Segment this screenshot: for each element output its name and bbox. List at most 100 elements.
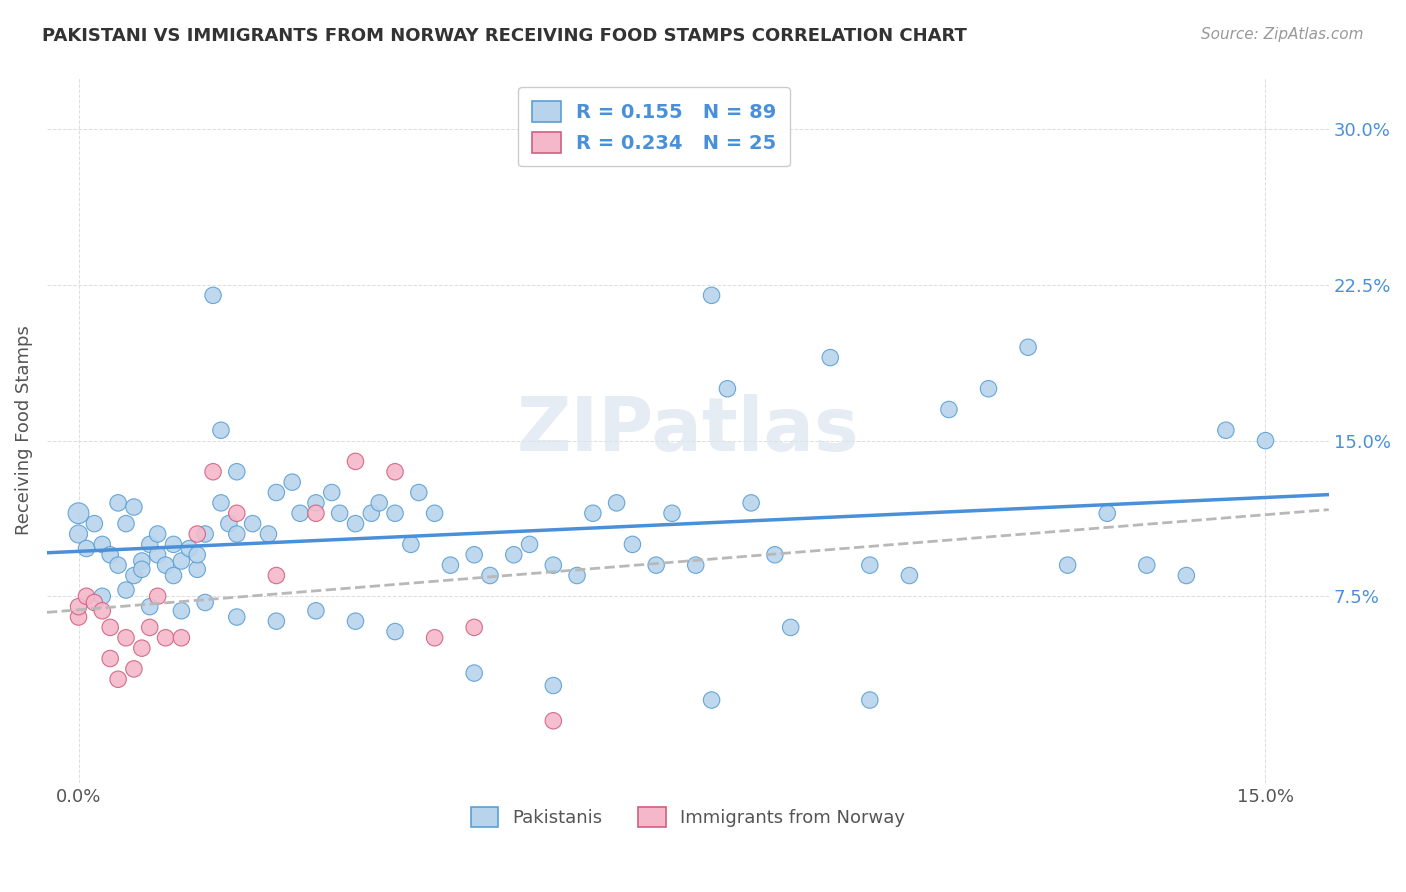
- Point: [344, 516, 367, 531]
- Point: [209, 423, 232, 437]
- Point: [685, 558, 707, 573]
- Point: [1136, 558, 1159, 573]
- Point: [463, 548, 485, 562]
- Point: [543, 558, 565, 573]
- Point: [859, 693, 882, 707]
- Point: [700, 693, 723, 707]
- Point: [859, 558, 882, 573]
- Point: [122, 568, 145, 582]
- Y-axis label: Receiving Food Stamps: Receiving Food Stamps: [15, 326, 32, 535]
- Point: [543, 714, 565, 728]
- Point: [170, 604, 193, 618]
- Point: [305, 506, 328, 520]
- Point: [423, 506, 446, 520]
- Point: [242, 516, 264, 531]
- Point: [67, 506, 90, 520]
- Point: [543, 679, 565, 693]
- Point: [519, 537, 541, 551]
- Point: [67, 610, 90, 624]
- Point: [186, 527, 208, 541]
- Point: [779, 620, 801, 634]
- Point: [399, 537, 422, 551]
- Point: [202, 288, 225, 302]
- Point: [98, 620, 121, 634]
- Point: [98, 548, 121, 562]
- Point: [91, 604, 114, 618]
- Point: [344, 454, 367, 468]
- Point: [194, 595, 217, 609]
- Point: [820, 351, 842, 365]
- Point: [384, 465, 406, 479]
- Point: [83, 516, 105, 531]
- Point: [423, 631, 446, 645]
- Point: [1215, 423, 1237, 437]
- Point: [439, 558, 461, 573]
- Point: [146, 548, 169, 562]
- Text: PAKISTANI VS IMMIGRANTS FROM NORWAY RECEIVING FOOD STAMPS CORRELATION CHART: PAKISTANI VS IMMIGRANTS FROM NORWAY RECE…: [42, 27, 967, 45]
- Point: [225, 506, 247, 520]
- Point: [606, 496, 628, 510]
- Point: [977, 382, 1000, 396]
- Point: [122, 662, 145, 676]
- Point: [740, 496, 762, 510]
- Point: [384, 506, 406, 520]
- Point: [139, 620, 162, 634]
- Point: [139, 599, 162, 614]
- Point: [502, 548, 524, 562]
- Point: [139, 537, 162, 551]
- Point: [75, 589, 97, 603]
- Point: [1254, 434, 1277, 448]
- Point: [115, 516, 138, 531]
- Text: ZIPatlas: ZIPatlas: [516, 393, 859, 467]
- Point: [565, 568, 588, 582]
- Point: [155, 558, 177, 573]
- Point: [186, 548, 208, 562]
- Point: [281, 475, 304, 490]
- Point: [131, 562, 153, 576]
- Point: [225, 465, 247, 479]
- Point: [98, 651, 121, 665]
- Point: [115, 631, 138, 645]
- Point: [170, 631, 193, 645]
- Point: [700, 288, 723, 302]
- Point: [1175, 568, 1198, 582]
- Point: [321, 485, 343, 500]
- Point: [408, 485, 430, 500]
- Point: [75, 541, 97, 556]
- Point: [305, 604, 328, 618]
- Point: [266, 614, 288, 628]
- Text: Source: ZipAtlas.com: Source: ZipAtlas.com: [1201, 27, 1364, 42]
- Point: [266, 568, 288, 582]
- Point: [661, 506, 683, 520]
- Point: [329, 506, 352, 520]
- Point: [763, 548, 786, 562]
- Point: [122, 500, 145, 514]
- Point: [266, 485, 288, 500]
- Point: [83, 595, 105, 609]
- Point: [155, 631, 177, 645]
- Point: [360, 506, 382, 520]
- Point: [1017, 340, 1039, 354]
- Point: [170, 554, 193, 568]
- Point: [368, 496, 391, 510]
- Point: [146, 527, 169, 541]
- Point: [1095, 506, 1118, 520]
- Point: [582, 506, 605, 520]
- Point: [91, 537, 114, 551]
- Point: [202, 465, 225, 479]
- Point: [621, 537, 644, 551]
- Point: [179, 541, 201, 556]
- Point: [288, 506, 311, 520]
- Point: [107, 673, 129, 687]
- Point: [1056, 558, 1078, 573]
- Point: [131, 554, 153, 568]
- Point: [67, 527, 90, 541]
- Point: [91, 589, 114, 603]
- Point: [479, 568, 502, 582]
- Point: [716, 382, 738, 396]
- Legend: Pakistanis, Immigrants from Norway: Pakistanis, Immigrants from Norway: [464, 799, 912, 834]
- Point: [225, 610, 247, 624]
- Point: [305, 496, 328, 510]
- Point: [463, 666, 485, 681]
- Point: [645, 558, 668, 573]
